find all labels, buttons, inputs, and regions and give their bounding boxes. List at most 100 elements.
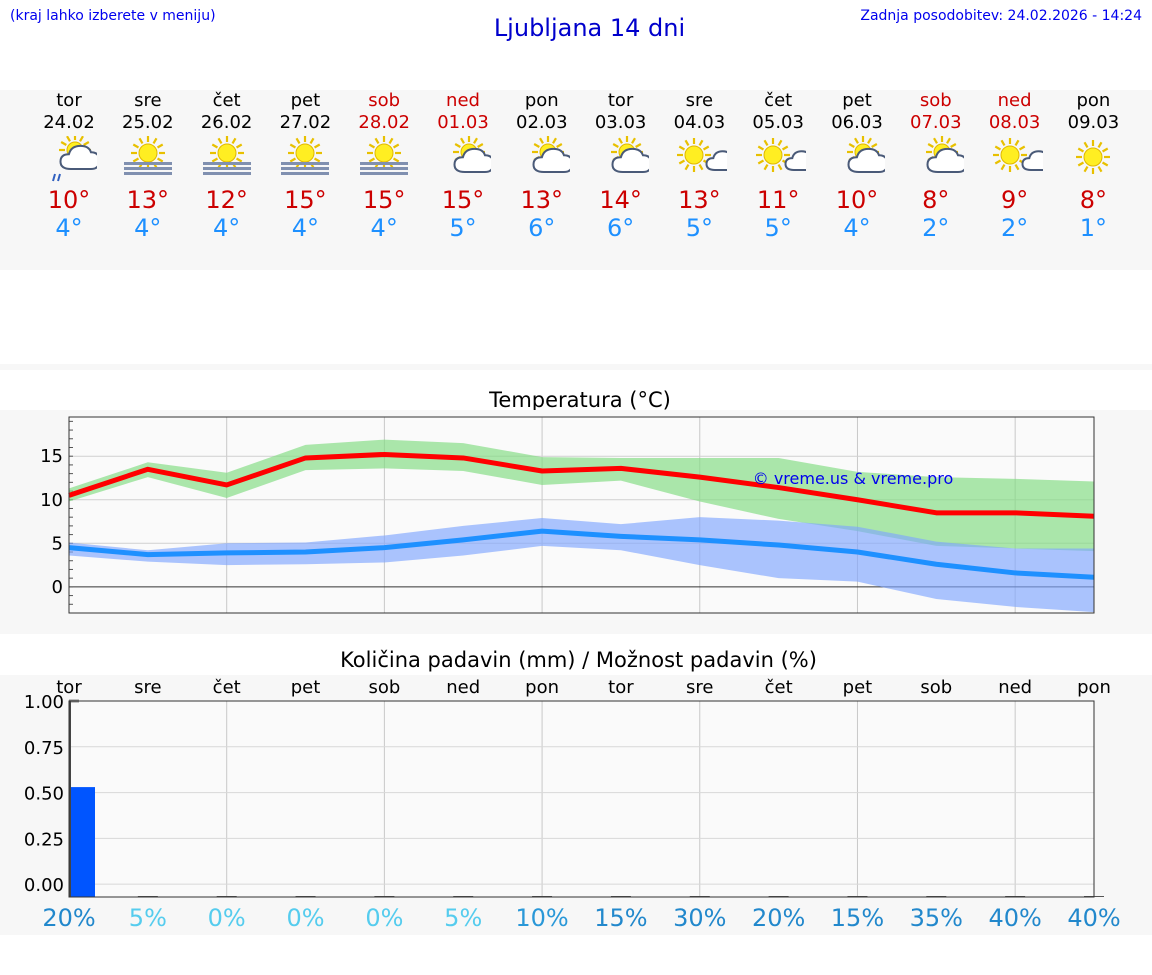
- y-tick-label: 5: [52, 533, 63, 554]
- max-temperature-band: [69, 439, 1094, 552]
- min-temperature: 6°: [606, 214, 635, 242]
- sun-small-cloud-icon: [992, 138, 1043, 172]
- temperature-chart-title: Temperatura (°C): [489, 388, 671, 412]
- precipitation-chance: 40%: [1067, 904, 1121, 932]
- precipitation-chance-row: 20% 5% 0% 0% 0% 5% 10% 15% 30% 20% 15% 35% 40% 40%: [0, 904, 1152, 934]
- min-temperature: 6°: [528, 214, 556, 242]
- day-date: 01.03: [437, 112, 489, 133]
- precipitation-chance: 0%: [365, 904, 404, 932]
- min-temperature: 2°: [1000, 214, 1029, 242]
- watermark-text: © vreme.us & vreme.pro: [753, 469, 954, 488]
- precipitation-chance: 5%: [444, 904, 483, 932]
- day-date: 05.03: [752, 112, 804, 133]
- x-day-label: tor: [56, 677, 82, 698]
- day-date: 04.03: [673, 112, 726, 133]
- day-date: 07.03: [910, 112, 962, 133]
- plot-frame: [68, 700, 1095, 898]
- precipitation-chance: 0%: [207, 904, 246, 932]
- x-day-label: čet: [213, 677, 241, 698]
- day-name: pon: [1076, 90, 1111, 111]
- min-temperature: 4°: [291, 214, 320, 242]
- x-day-label: pon: [1077, 677, 1111, 698]
- day-name: pet: [290, 90, 321, 111]
- last-update-text: Zadnja posodobitev: 24.02.2026 - 14:24: [860, 8, 1142, 24]
- sun-fog-icon: [123, 136, 172, 175]
- sun-cloud-icon: [531, 136, 570, 173]
- precipitation-chance: 20%: [42, 904, 96, 932]
- sun-fog-icon: [202, 136, 251, 175]
- day-forecast: čet 05.03 11° 5°: [738, 90, 818, 242]
- x-day-label: sob: [920, 677, 952, 698]
- max-temperature: 8°: [1079, 186, 1108, 214]
- x-day-label: sre: [134, 677, 161, 698]
- day-name: sre: [134, 90, 162, 111]
- day-forecast: tor 24.02 10° 4°: [29, 90, 109, 242]
- precipitation-chart-title: Količina padavin (mm) / Možnost padavin …: [340, 648, 817, 672]
- max-temperature: 15°: [441, 186, 485, 214]
- day-date: 26.02: [200, 112, 253, 133]
- precipitation-chance: 20%: [751, 904, 806, 932]
- sun-cloud-icon: [847, 136, 885, 173]
- day-forecast: sob 28.02 15° 4°: [344, 90, 424, 242]
- y-tick-label: 0.00: [24, 875, 64, 896]
- precipitation-chance: 5%: [128, 904, 167, 932]
- sun-small-cloud-icon: [756, 138, 807, 172]
- max-temperature: 13°: [520, 186, 564, 214]
- day-name: ned: [446, 90, 480, 111]
- max-temperature: 10°: [835, 186, 879, 214]
- day-forecast: sre 25.02 13° 4°: [108, 90, 188, 242]
- min-temperature: 4°: [55, 214, 83, 242]
- max-temperature: 12°: [205, 186, 248, 214]
- x-day-label: ned: [446, 677, 480, 698]
- day-forecast: pet 06.03 10° 4°: [817, 90, 897, 242]
- section-divider: [0, 364, 1152, 370]
- page-title: Ljubljana 14 dni: [493, 14, 686, 42]
- day-forecast: pon 09.03 8° 1°: [1053, 90, 1133, 242]
- day-name: čet: [212, 90, 241, 111]
- sun-fog-icon: [281, 136, 330, 175]
- x-day-label: pet: [843, 677, 873, 698]
- day-name: sob: [919, 90, 952, 111]
- x-day-label: sre: [686, 677, 713, 698]
- max-temperature: 11°: [756, 186, 800, 214]
- y-tick-label: 15: [40, 446, 63, 467]
- day-name: tor: [607, 90, 634, 111]
- x-day-label: ned: [998, 677, 1032, 698]
- plot-frame: [68, 416, 1095, 614]
- day-date: 02.03: [516, 112, 568, 133]
- min-temperature: 2°: [922, 214, 950, 242]
- min-temperature: 5°: [685, 214, 714, 242]
- menu-hint-link[interactable]: (kraj lahko izberete v meniju): [10, 8, 216, 24]
- precipitation-chance: 15%: [594, 904, 648, 932]
- day-name: ned: [997, 90, 1032, 111]
- sun-cloud-icon: [925, 136, 964, 173]
- min-temperature: 5°: [449, 214, 477, 242]
- y-tick-label: 1.00: [24, 692, 64, 713]
- forecast-strip: tor 24.02 10° 4° sre 25.02 13° 4° čet 26.02 12° 4° p…: [0, 90, 1152, 270]
- sun-fog-icon: [360, 136, 409, 175]
- max-temperature: 13°: [678, 186, 721, 214]
- x-day-label: čet: [765, 677, 793, 698]
- precipitation-chance: 0%: [286, 904, 325, 932]
- day-date: 28.02: [358, 112, 410, 133]
- day-forecast: pon 02.03 13° 6°: [502, 90, 582, 242]
- precipitation-chance: 10%: [515, 904, 569, 932]
- precipitation-chance: 40%: [988, 904, 1042, 932]
- y-tick-label: 10: [40, 490, 63, 511]
- day-date: 03.03: [594, 112, 647, 133]
- precipitation-chance: 35%: [909, 904, 963, 932]
- min-temperature: 5°: [764, 214, 792, 242]
- precipitation-chance: 15%: [830, 904, 885, 932]
- max-temperature: 15°: [362, 186, 406, 214]
- day-name: pon: [524, 90, 559, 111]
- precipitation-bar: [69, 787, 95, 897]
- day-date: 08.03: [988, 112, 1041, 133]
- day-forecast: sob 07.03 8° 2°: [896, 90, 976, 242]
- max-temperature: 14°: [599, 186, 642, 214]
- y-tick-label: 0.25: [24, 829, 64, 850]
- min-temperature: 4°: [843, 214, 871, 242]
- min-temperature-band: [69, 517, 1094, 613]
- day-name: pet: [842, 90, 872, 111]
- sun-cloud-rain-icon: [52, 136, 97, 182]
- max-temperature: 9°: [1000, 186, 1029, 214]
